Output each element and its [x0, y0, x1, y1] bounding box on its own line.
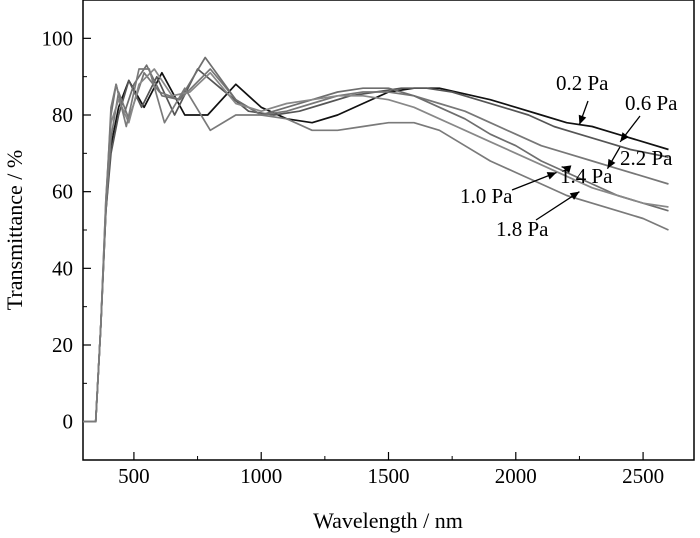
series-layer: [83, 56, 669, 423]
arrowhead-icon: [546, 172, 557, 180]
series-annotation-label: 0.2 Pa: [556, 71, 609, 95]
series-annotation-label: 1.8 Pa: [496, 217, 549, 241]
series-line: [83, 68, 669, 423]
series-line: [83, 68, 669, 423]
y-tick-label: 100: [42, 26, 74, 50]
x-axis-label: Wavelength / nm: [313, 508, 463, 533]
arrowhead-icon: [569, 191, 580, 200]
arrowhead-icon: [561, 165, 572, 174]
series-line: [83, 71, 669, 423]
x-tick-label: 1500: [368, 464, 410, 488]
plot-frame: [82, 0, 695, 461]
y-axis-label: Transmittance / %: [2, 150, 27, 311]
x-tick-label: 1000: [240, 464, 282, 488]
arrowhead-icon: [578, 114, 587, 125]
series-annotation-label: 1.0 Pa: [460, 184, 513, 208]
x-tick-label: 2500: [622, 464, 664, 488]
y-tick-label: 40: [52, 256, 73, 280]
series-annotation-label: 2.2 Pa: [620, 146, 673, 170]
series-annotation-label: 0.6 Pa: [625, 91, 678, 115]
axis-ticks: 500 1000 1500 2000 2500 0 20 40 60 80 100: [42, 0, 664, 488]
y-tick-label: 20: [52, 333, 73, 357]
y-tick-label: 0: [63, 410, 74, 434]
annotation-layer: 0.2 Pa0.6 Pa2.2 Pa1.4 Pa1.0 Pa1.8 Pa: [460, 71, 678, 241]
series-line: [83, 68, 669, 423]
x-tick-label: 2000: [495, 464, 537, 488]
y-tick-label: 80: [52, 103, 73, 127]
arrowhead-icon: [620, 132, 629, 142]
y-tick-label: 60: [52, 180, 73, 204]
x-tick-label: 500: [118, 464, 150, 488]
arrowhead-icon: [607, 158, 616, 169]
